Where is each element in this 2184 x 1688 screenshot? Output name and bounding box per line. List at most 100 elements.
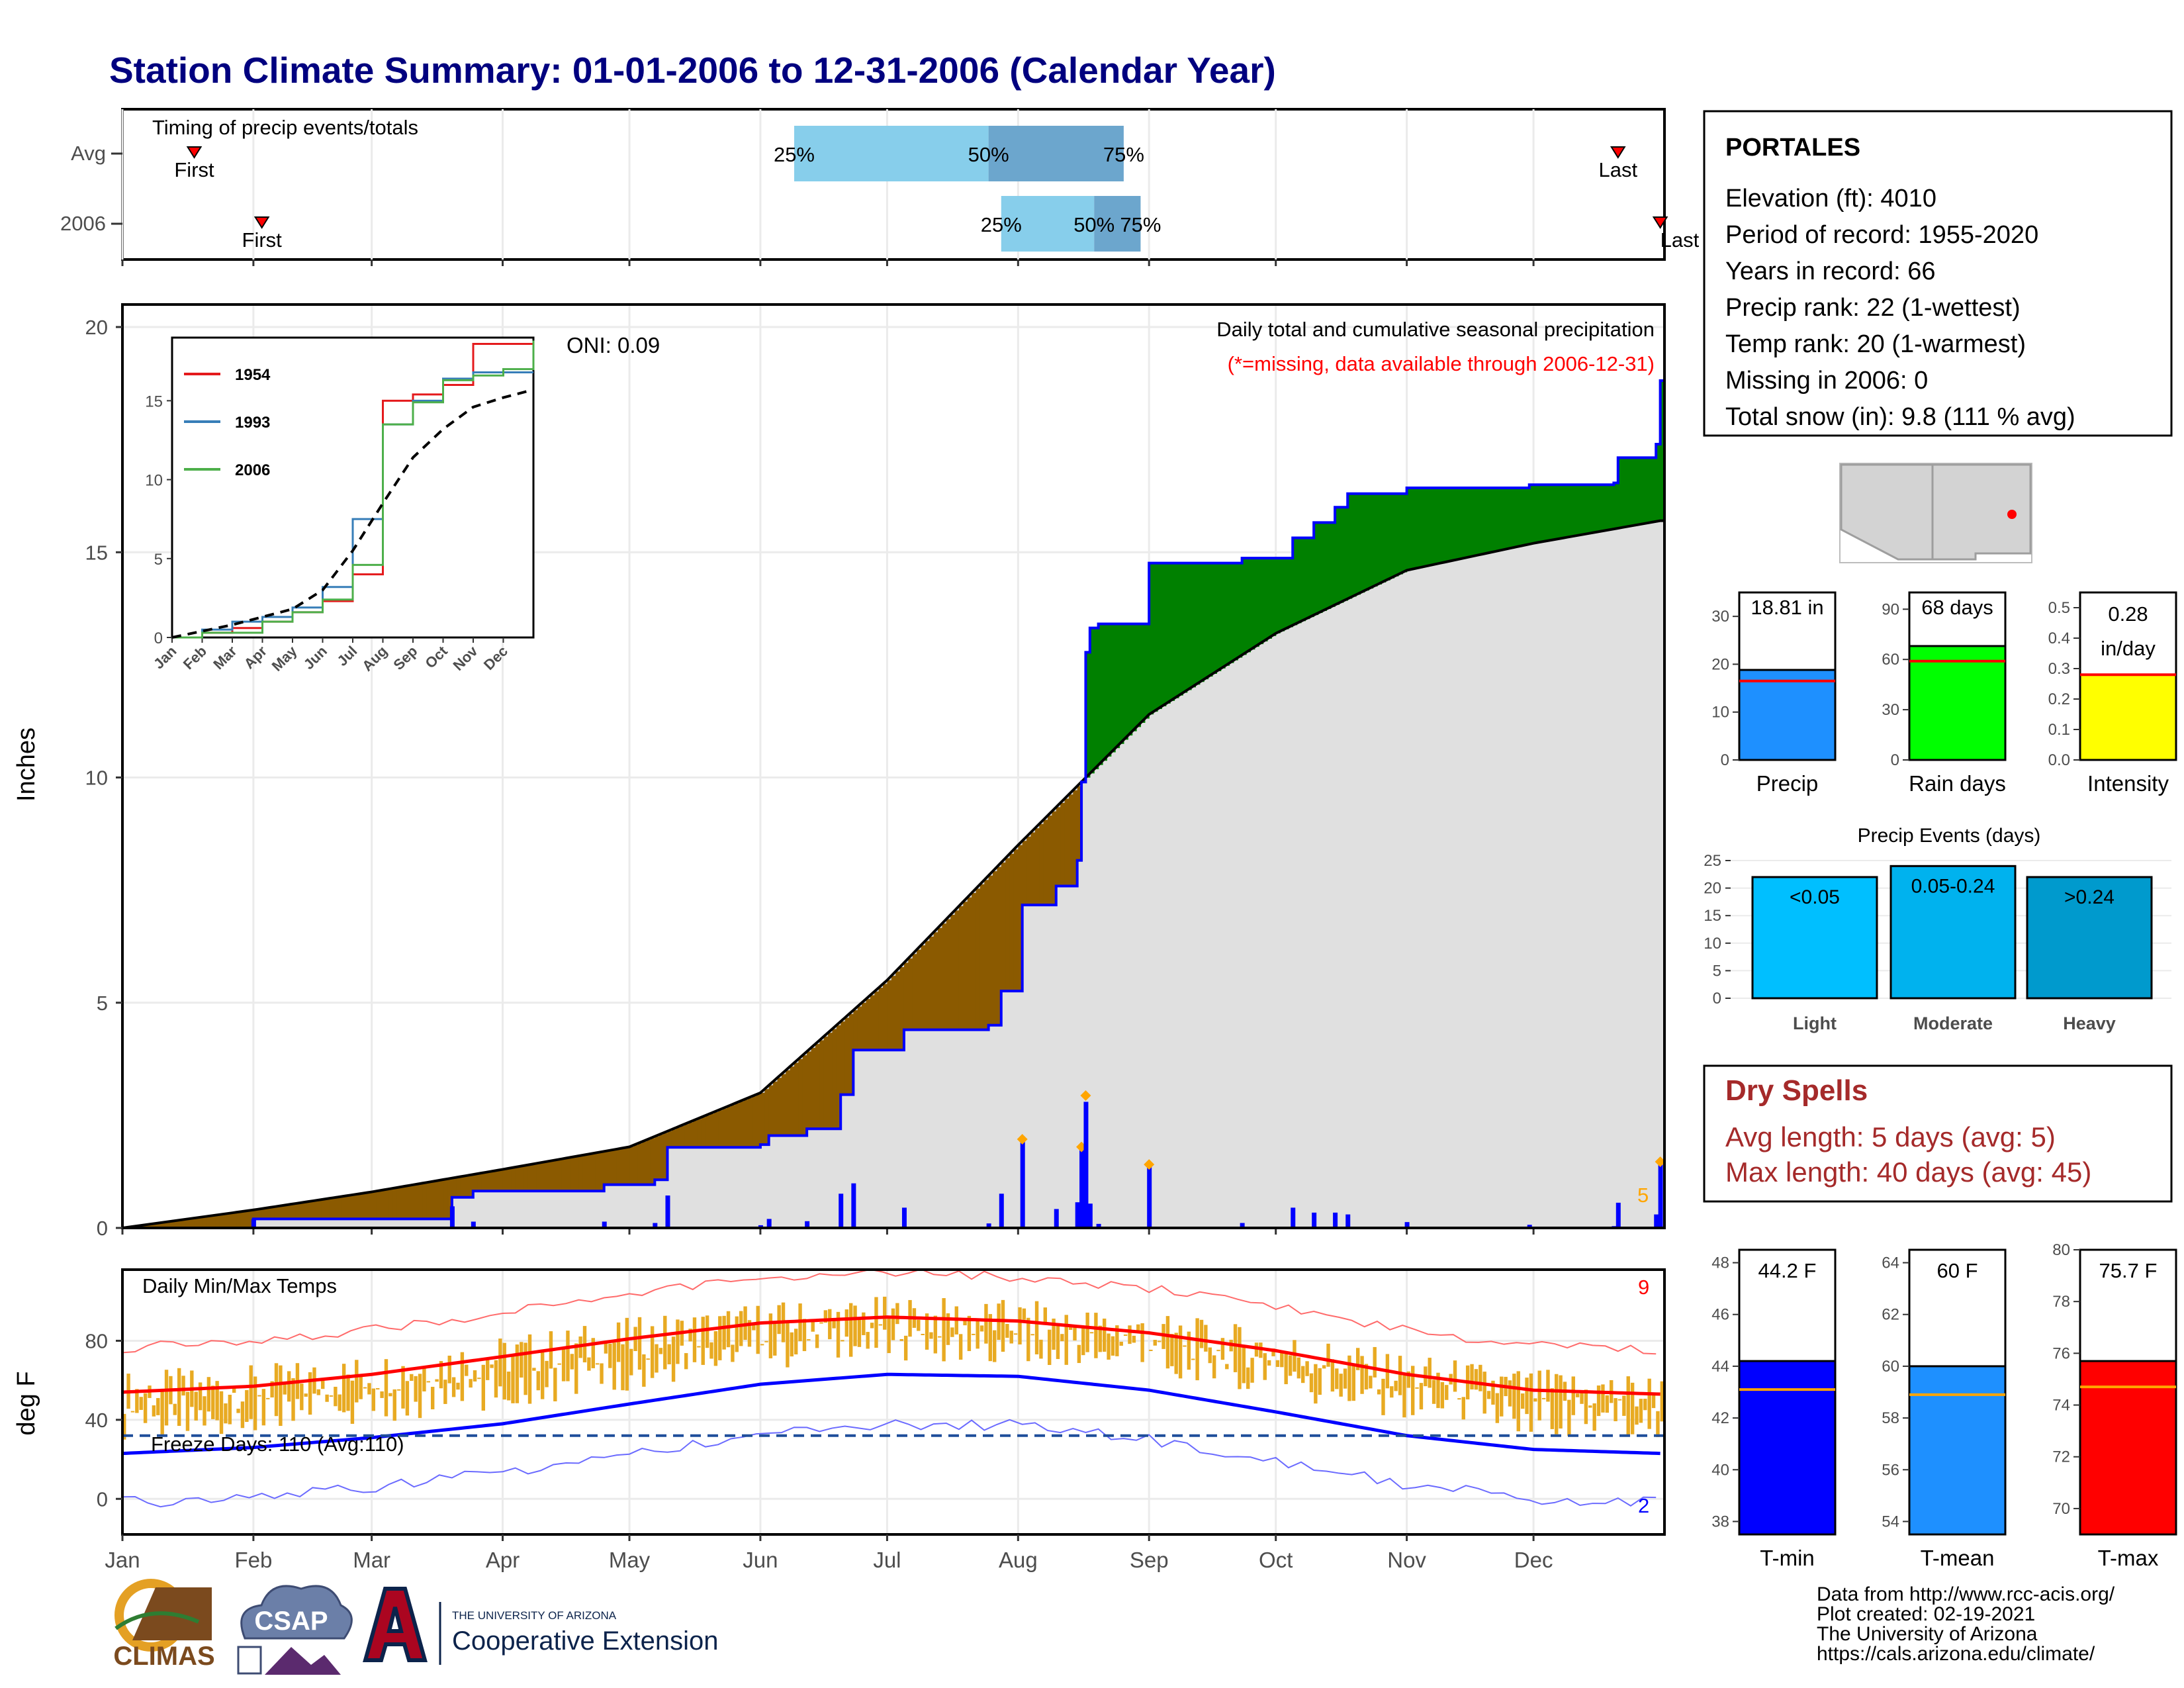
below-avg-fill [954, 910, 960, 1030]
above-avg-fill [1550, 485, 1555, 541]
below-avg-fill [401, 1186, 406, 1219]
month-label: Aug [999, 1548, 1038, 1572]
daily-temp-bar [1153, 1340, 1157, 1346]
climas-logo[interactable]: CLIMAS [113, 1579, 215, 1671]
daily-temp-bar [431, 1387, 435, 1410]
daily-temp-bar [756, 1305, 760, 1354]
below-avg-fill [1039, 823, 1044, 906]
below-avg-fill [595, 1152, 600, 1192]
daily-temp-bar [1326, 1343, 1330, 1367]
temp-summary-tick-label: 60 [1882, 1358, 1899, 1376]
credit-line-4: https://cals.arizona.edu/climate/ [1817, 1643, 2095, 1665]
daily-temp-bar [376, 1388, 380, 1390]
daily-temp-bar [1288, 1355, 1293, 1376]
precip-areas [122, 379, 1665, 1229]
daily-temp-bar [1482, 1372, 1486, 1414]
dry-spells-max: Max length: 40 days (avg: 45) [1725, 1156, 2091, 1188]
climas-river-icon [114, 1611, 200, 1630]
daily-temp-bar [1195, 1318, 1199, 1381]
daily-temp-bar [418, 1374, 422, 1419]
timing-row-2006: 2006 [60, 212, 106, 235]
above-avg-fill [1343, 507, 1348, 601]
above-avg-fill [1293, 538, 1298, 626]
below-avg-fill [346, 1196, 351, 1219]
below-avg-fill [781, 1074, 786, 1136]
below-avg-fill [680, 1125, 685, 1148]
temp-summary-tick-label: 74 [2052, 1397, 2070, 1415]
daily-temp-bar [1575, 1393, 1580, 1397]
below-avg-fill [697, 1119, 702, 1148]
dry-spells-avg: Avg length: 5 days (avg: 5) [1725, 1121, 2056, 1152]
below-avg-fill [388, 1189, 394, 1219]
temp-summary-bar-charts: 44.2 F T-min 38 40 42 44 46 48 60 F T-mean 54 56 58 6… [1711, 1241, 2177, 1570]
temp-summary-tick-label: 62 [1882, 1306, 1899, 1324]
daily-temp-bar [836, 1311, 841, 1358]
above-avg-fill [1199, 563, 1205, 682]
daily-temp-bar [1220, 1338, 1225, 1360]
below-avg-fill [190, 1218, 195, 1228]
below-avg-fill [942, 923, 947, 1030]
below-avg-fill [523, 1165, 529, 1192]
daily-temp-bar [616, 1322, 621, 1362]
above-avg-fill [1183, 563, 1188, 693]
station-line-elevation: Elevation (ft): 4010 [1725, 185, 1936, 212]
below-avg-fill [460, 1176, 465, 1197]
below-avg-fill [912, 954, 917, 1030]
below-avg-fill [832, 1029, 837, 1129]
daily-temp-bar [490, 1364, 494, 1368]
daily-temp-bar [1356, 1348, 1360, 1370]
daily-precip-bar [986, 1223, 991, 1228]
below-avg-fill [815, 1044, 820, 1129]
daily-temp-bar [895, 1303, 899, 1325]
daily-temp-bar [1617, 1399, 1622, 1401]
events-tick-label: 5 [1713, 962, 1721, 980]
above-avg-fill [1123, 624, 1128, 740]
below-avg-fill [807, 1051, 812, 1129]
temp-summary-tick-label: 40 [1711, 1461, 1729, 1479]
daily-temp-bar [1149, 1349, 1153, 1351]
below-avg-fill [756, 1094, 761, 1148]
ua-cooperative-extension-logo[interactable]: THE UNIVERSITY OF ARIZONA Cooperative Ex… [363, 1587, 718, 1665]
daily-temp-bar [972, 1333, 976, 1335]
below-avg-fill [848, 1013, 854, 1095]
above-avg-fill [1588, 485, 1594, 534]
daily-temp-bar [697, 1346, 701, 1348]
avg-cumulative-area [122, 520, 1664, 1228]
below-avg-fill [713, 1111, 719, 1148]
daily-temp-bar [1216, 1350, 1220, 1352]
above-avg-fill [1596, 485, 1602, 532]
below-avg-fill [367, 1192, 373, 1219]
below-avg-fill [236, 1212, 242, 1228]
above-avg-fill [1191, 563, 1197, 688]
below-avg-fill [976, 888, 981, 1030]
ua-a-icon [363, 1587, 428, 1662]
daily-temp-bar [764, 1340, 768, 1342]
daily-temp-bar [456, 1382, 460, 1390]
events-category: Light [1793, 1013, 1837, 1033]
below-avg-fill [578, 1156, 584, 1192]
below-avg-fill [857, 1006, 862, 1051]
station-name: PORTALES [1725, 134, 1860, 162]
credit-line-1: Data from http://www.rcc-acis.org/ [1817, 1583, 2115, 1605]
above-avg-fill [1284, 558, 1289, 630]
daily-temp-bar [245, 1389, 249, 1423]
summary-label: Intensity [2087, 771, 2169, 796]
below-avg-fill [553, 1160, 559, 1192]
above-avg-fill [1259, 558, 1264, 645]
temp-summary-tick-label: 46 [1711, 1306, 1729, 1324]
daily-temp-bar [545, 1360, 549, 1387]
daily-temp-bar [667, 1344, 671, 1365]
above-avg-fill [1297, 538, 1302, 624]
below-avg-fill [600, 1152, 605, 1192]
daily-precip-bar [653, 1223, 658, 1228]
below-avg-fill [1073, 790, 1078, 886]
daily-precip-bar [1087, 1203, 1093, 1228]
precip-y-label: Inches [13, 727, 40, 802]
daily-temp-bar [794, 1329, 798, 1355]
daily-temp-bar [152, 1405, 156, 1417]
below-avg-fill [181, 1219, 187, 1228]
above-avg-fill [1457, 487, 1463, 560]
daily-temp-bar [1347, 1355, 1351, 1401]
csap-logo[interactable]: CSAP [237, 1585, 353, 1675]
above-avg-fill [1094, 628, 1099, 769]
